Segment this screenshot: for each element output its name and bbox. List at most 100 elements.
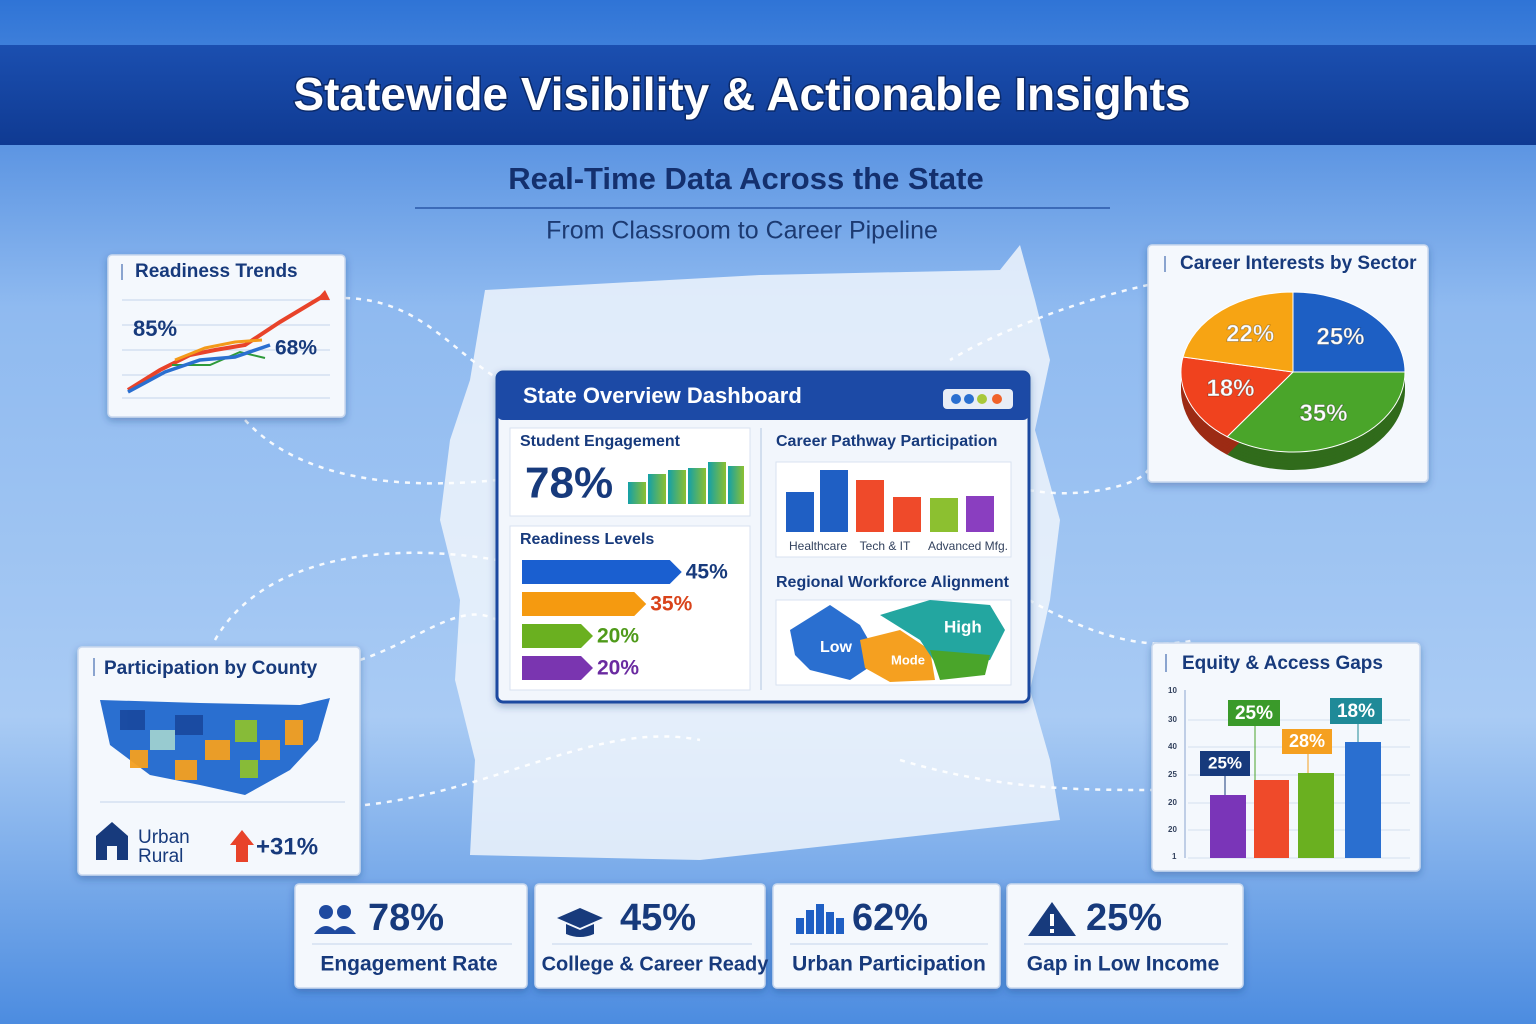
decoration xyxy=(497,372,1029,420)
decoration xyxy=(790,605,880,680)
decoration xyxy=(240,760,258,778)
decoration xyxy=(1228,700,1280,726)
decoration xyxy=(1050,929,1054,933)
decoration xyxy=(107,846,117,860)
decoration xyxy=(1298,773,1334,858)
axis-label: 20 xyxy=(1168,825,1177,834)
legend-label: Rural xyxy=(138,846,183,867)
page-title: Statewide Visibility & Actionable Insigh… xyxy=(293,68,1190,120)
pie-slice xyxy=(1292,291,1406,373)
axis-label: 30 xyxy=(1168,715,1177,724)
card-title: Readiness Trends xyxy=(135,261,298,282)
decoration xyxy=(688,468,706,504)
decoration xyxy=(966,496,994,532)
decoration xyxy=(816,904,824,934)
decoration xyxy=(337,905,351,919)
decoration xyxy=(130,750,148,768)
decoration xyxy=(826,912,834,934)
readiness-bar xyxy=(522,592,647,616)
readiness-label: 20% xyxy=(597,657,639,680)
panel-title: Regional Workforce Alignment xyxy=(776,574,1010,591)
category-label: Advanced Mfg. xyxy=(928,539,1008,553)
kpi-label: College & Career Ready xyxy=(542,953,770,975)
change-label: +31% xyxy=(256,833,318,860)
decoration xyxy=(316,290,330,300)
decoration xyxy=(930,650,990,680)
axis-label: 10 xyxy=(1168,686,1177,695)
decoration xyxy=(964,394,974,404)
decoration xyxy=(319,905,333,919)
pie-slice xyxy=(1180,356,1295,438)
readiness-bar xyxy=(522,560,682,584)
connector xyxy=(213,551,498,641)
trend-label: 68% xyxy=(275,337,317,360)
decoration xyxy=(806,910,814,934)
readiness-trends-card: Readiness Trends 85% 68% xyxy=(107,254,346,418)
connector xyxy=(244,419,498,485)
readiness-label: 20% xyxy=(597,625,639,648)
decoration xyxy=(992,394,1002,404)
decoration xyxy=(175,760,197,780)
kpi-label: Engagement Rate xyxy=(320,953,497,976)
tagline: From Classroom to Career Pipeline xyxy=(546,217,938,245)
decoration xyxy=(534,883,766,989)
decoration xyxy=(628,462,744,504)
gap-label: 28% xyxy=(1289,731,1325,751)
panel-title: Student Engagement xyxy=(520,433,681,450)
decoration xyxy=(880,600,1005,670)
dashboard-title: State Overview Dashboard xyxy=(523,383,802,408)
pie-label: 22% xyxy=(1226,320,1274,347)
panel-title: Career Pathway Participation xyxy=(776,433,997,450)
decoration xyxy=(1050,914,1054,926)
decoration xyxy=(107,254,346,418)
decoration xyxy=(150,730,175,750)
kpi-row: 78% 45% 62% 25% Engagement Rate College … xyxy=(294,883,1244,989)
decoration xyxy=(648,474,666,504)
pie-slice xyxy=(1226,371,1406,453)
decoration xyxy=(1254,780,1289,858)
decoration xyxy=(836,918,844,934)
banner xyxy=(0,45,1536,145)
readiness-bar xyxy=(522,624,593,648)
decoration xyxy=(557,908,603,937)
decoration xyxy=(174,338,263,362)
kpi-label: Gap in Low Income xyxy=(1027,953,1220,976)
gap-label: 18% xyxy=(1337,701,1375,722)
subtitle: Real-Time Data Across the State xyxy=(508,161,984,196)
decoration xyxy=(668,470,686,504)
decoration xyxy=(796,918,804,934)
card-title: Equity & Access Gaps xyxy=(1182,653,1383,674)
decoration xyxy=(230,830,254,862)
decoration xyxy=(796,904,844,934)
category-label: Healthcare xyxy=(789,539,847,553)
decoration xyxy=(120,710,145,730)
decoration xyxy=(260,740,280,760)
axis-label: 25 xyxy=(1168,770,1177,779)
region-label: High xyxy=(944,617,982,636)
kpi-value: 78% xyxy=(368,897,444,939)
decoration xyxy=(314,905,356,934)
decoration xyxy=(856,480,884,532)
decoration xyxy=(126,293,327,392)
decoration xyxy=(1210,795,1246,858)
readiness-label: 35% xyxy=(650,593,692,616)
decoration xyxy=(1200,751,1250,776)
decoration xyxy=(628,482,646,504)
decoration xyxy=(1330,698,1382,724)
decoration xyxy=(314,926,338,934)
axis-label: 1 xyxy=(1172,852,1177,861)
trend-label: 85% xyxy=(133,316,177,341)
kpi-label: Urban Participation xyxy=(792,953,986,976)
decoration xyxy=(285,720,303,745)
dashboard: State Overview Dashboard Student Engagem… xyxy=(495,370,1031,704)
decoration xyxy=(127,343,271,394)
decoration: 10 30 40 25 20 20 1 xyxy=(1168,686,1177,861)
decoration xyxy=(708,462,726,504)
decoration xyxy=(557,908,603,928)
kpi-value: 62% xyxy=(852,897,928,939)
equity-card: Equity & Access Gaps 10 30 40 25 20 20 1… xyxy=(1151,642,1421,872)
readiness-bar xyxy=(522,656,593,680)
decoration xyxy=(205,740,230,760)
readiness-levels: 45% 35% 20% 20% xyxy=(522,560,728,680)
gap-label: 25% xyxy=(1235,703,1273,724)
